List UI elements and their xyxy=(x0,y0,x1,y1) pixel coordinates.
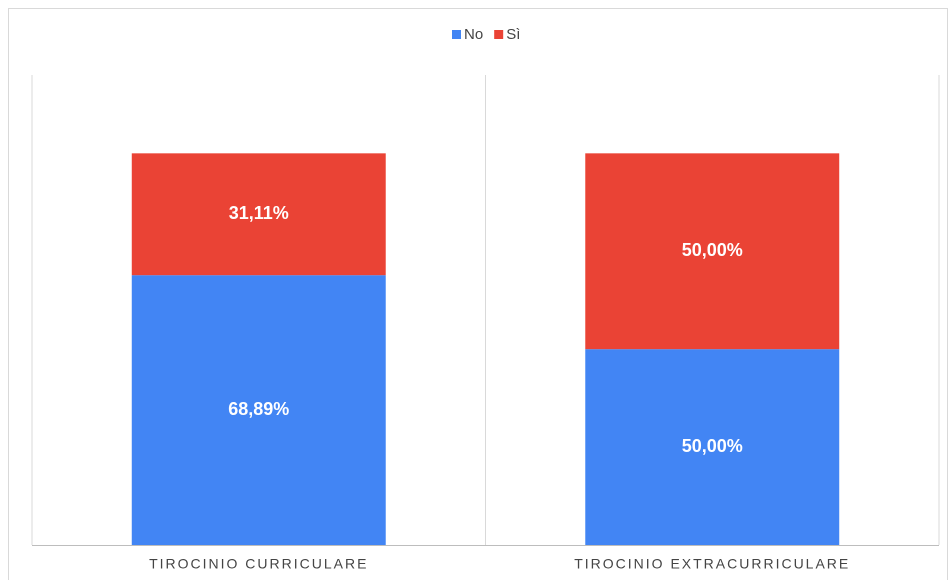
bar-segment xyxy=(585,153,840,350)
bar-segment xyxy=(131,275,386,545)
legend-label: No xyxy=(464,26,483,43)
legend-label: Sì xyxy=(506,26,520,43)
data-label: 50,00% xyxy=(682,240,743,260)
x-tick-label: TIROCINIO CURRICULARE xyxy=(149,556,368,572)
bar-segment xyxy=(585,349,840,545)
legend-swatch xyxy=(452,30,461,39)
data-label: 31,11% xyxy=(229,203,289,223)
legend-swatch xyxy=(494,30,504,39)
data-label: 68,89% xyxy=(228,399,289,419)
data-label: 50,00% xyxy=(682,436,743,456)
bar-segment xyxy=(131,153,386,276)
x-tick-label: TIROCINIO EXTRACURRICULARE xyxy=(574,556,850,572)
